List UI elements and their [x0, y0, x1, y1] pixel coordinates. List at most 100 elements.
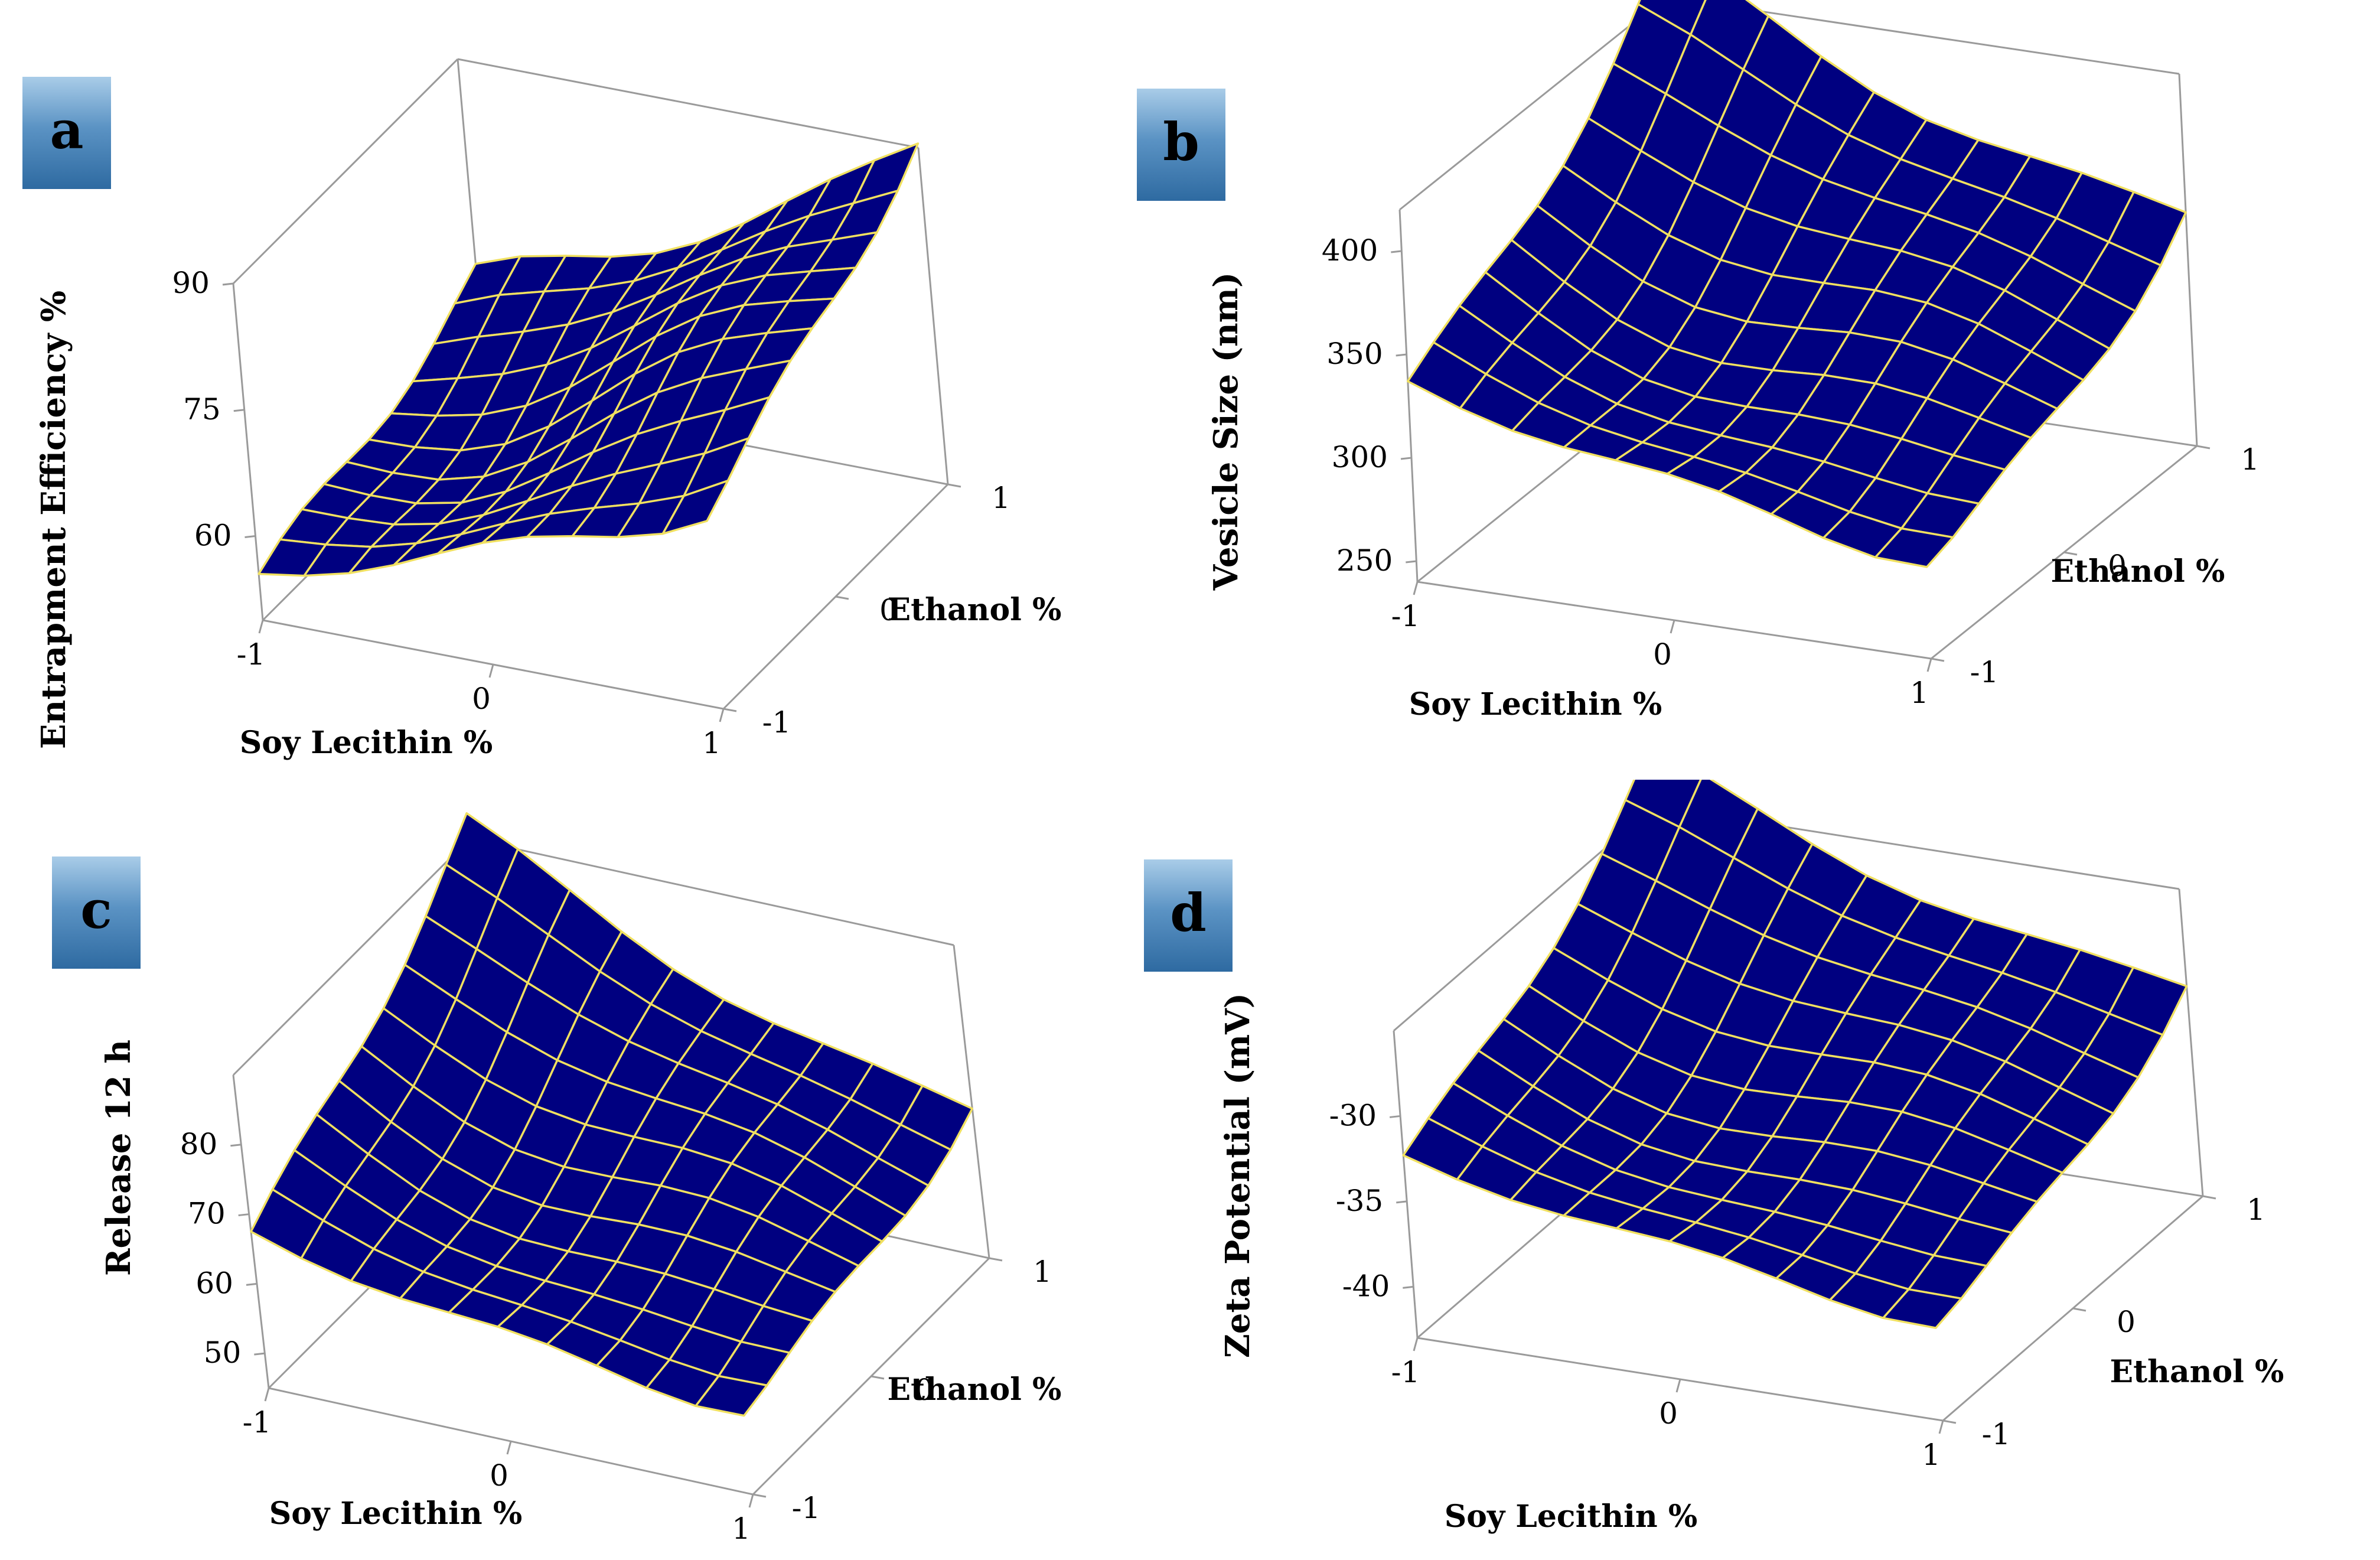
x-tick-label: -1 — [1391, 599, 1420, 633]
surface-mesh — [1402, 780, 2188, 1329]
z-tick-label: 60 — [194, 519, 232, 553]
panel-label-b: b — [1163, 111, 1199, 172]
z-tick-label: 400 — [1322, 233, 1378, 268]
x-tick-label: 0 — [1653, 637, 1672, 672]
surface-plot-d: d -40 -35 -30 -1 0 1 -1 0 1 Zeta Potential (mV) So… — [1144, 780, 2380, 1559]
box-edge — [2178, 73, 2198, 447]
box-edge — [917, 147, 949, 485]
z-tick-mark — [230, 1144, 242, 1147]
surface-svg-b: 250 300 350 400 -1 0 1 -1 0 1 Vesicle Size (nm) Soy… — [1207, 0, 2260, 722]
surface-svg-a: 60 75 90 -1 0 1 -1 0 1 Entrapment Efficiency % Soy… — [34, 58, 1062, 761]
x-tick-mark — [506, 1441, 512, 1455]
x-tick-label: 0 — [1659, 1396, 1678, 1431]
x-tick-mark — [1413, 1337, 1419, 1351]
box-edge — [457, 58, 919, 149]
y-tick-mark — [1942, 1419, 1957, 1424]
z-tick-mark — [1396, 1200, 1407, 1204]
x-tick-mark — [258, 620, 264, 634]
box-edge — [232, 58, 459, 285]
x-axis-title: Soy Lecithin % — [240, 725, 493, 761]
z-axis-title: Vesicle Size (nm) — [1207, 272, 1246, 591]
y-tick-mark — [2063, 551, 2078, 556]
y-tick-mark — [723, 708, 737, 712]
box-edge — [232, 838, 471, 1076]
y-tick-label: 1 — [2241, 442, 2260, 477]
axis-labels: 50 60 70 80 -1 0 1 -1 0 1 Release 12 h Soy Lecithin… — [99, 1040, 1061, 1546]
surface-plot-b: b 250 300 350 400 -1 0 1 -1 0 1 Vesicle Size (nm) S… — [1137, 0, 2380, 780]
x-axis-title: Soy Lecithin % — [1445, 1499, 1698, 1535]
x-tick-label: 1 — [732, 1512, 751, 1546]
y-tick-mark — [947, 483, 961, 488]
y-tick-mark — [2072, 1307, 2086, 1312]
box-edge — [1398, 209, 1419, 582]
z-tick-label: 90 — [172, 266, 210, 300]
z-tick-label: -30 — [1329, 1098, 1377, 1132]
panel-badge-d: d — [1144, 859, 1233, 972]
box-edge — [2178, 888, 2204, 1197]
y-axis-title: Ethanol % — [888, 592, 1062, 628]
y-tick-label: -1 — [1982, 1417, 2011, 1451]
surface-cell — [1874, 527, 1954, 568]
z-tick-label: 50 — [204, 1336, 242, 1370]
z-tick-mark — [1396, 353, 1407, 357]
x-tick-label: -1 — [237, 637, 266, 672]
y-tick-mark — [835, 595, 849, 600]
z-tick-mark — [233, 409, 244, 412]
y-axis-title: Ethanol % — [888, 1372, 1062, 1408]
surface-svg-c: 50 60 70 80 -1 0 1 -1 0 1 Release 12 h Soy Lecithin… — [99, 812, 1061, 1546]
axis-labels: 250 300 350 400 -1 0 1 -1 0 1 Vesicle Size (nm) Soy… — [1207, 233, 2260, 722]
surface-plot-c: c 50 60 70 80 -1 0 1 -1 0 1 Release 12 h Soy Lecith… — [0, 780, 1190, 1559]
x-tick-mark — [264, 1388, 270, 1402]
z-tick-mark — [1389, 1115, 1401, 1118]
z-tick-label: 70 — [188, 1197, 226, 1231]
y-tick-label: -1 — [762, 705, 791, 740]
x-axis-title: Soy Lecithin % — [1409, 686, 1662, 722]
z-tick-mark — [244, 535, 256, 538]
x-tick-mark — [1675, 1379, 1681, 1393]
box-edge — [1393, 1030, 1419, 1338]
x-tick-mark — [1926, 658, 1932, 672]
x-tick-label: -1 — [1391, 1355, 1420, 1389]
x-tick-mark — [488, 664, 494, 678]
z-tick-label: 300 — [1332, 440, 1388, 474]
z-tick-mark — [246, 1282, 257, 1286]
x-tick-label: 1 — [1910, 676, 1929, 710]
y-tick-label: -1 — [1970, 655, 1999, 689]
x-tick-mark — [1938, 1420, 1944, 1434]
z-tick-label: 75 — [183, 392, 221, 426]
y-tick-label: 1 — [992, 481, 1010, 515]
y-tick-label: 0 — [2117, 1305, 2136, 1339]
x-tick-label: 0 — [490, 1458, 508, 1493]
surface-cell — [695, 1375, 768, 1417]
x-tick-mark — [719, 708, 725, 722]
panel-badge-b: b — [1137, 89, 1225, 201]
z-tick-label: 250 — [1336, 543, 1393, 578]
y-tick-mark — [752, 1493, 767, 1498]
y-axis-title: Ethanol % — [2110, 1354, 2284, 1390]
y-tick-mark — [1931, 657, 1945, 662]
z-tick-mark — [1391, 250, 1402, 253]
y-tick-mark — [2196, 445, 2211, 450]
z-tick-label: -35 — [1336, 1184, 1384, 1218]
z-tick-mark — [1406, 560, 1417, 564]
panel-label-d: d — [1170, 882, 1207, 943]
surface-cell — [1882, 1288, 1962, 1329]
x-tick-label: 1 — [1922, 1438, 1941, 1472]
surface-cell — [661, 480, 729, 535]
y-tick-label: 1 — [2247, 1193, 2265, 1227]
box-edge — [953, 945, 990, 1259]
y-tick-label: 0 — [879, 593, 898, 627]
z-axis-title: Zeta Potential (mV) — [1218, 993, 1257, 1358]
z-tick-label: 80 — [180, 1127, 218, 1161]
panel-badge-c: c — [52, 856, 141, 969]
z-tick-label: 350 — [1326, 337, 1383, 371]
z-axis-title: Entrapment Efficiency % — [34, 291, 73, 749]
y-axis-title: Ethanol % — [2051, 553, 2225, 590]
y-tick-label: -1 — [792, 1491, 821, 1525]
z-tick-label: -40 — [1342, 1269, 1390, 1303]
panel-badge-a: a — [22, 77, 111, 189]
x-tick-label: -1 — [243, 1405, 272, 1440]
y-tick-mark — [2202, 1195, 2216, 1200]
panel-label-a: a — [50, 99, 84, 161]
z-tick-mark — [254, 1352, 265, 1356]
